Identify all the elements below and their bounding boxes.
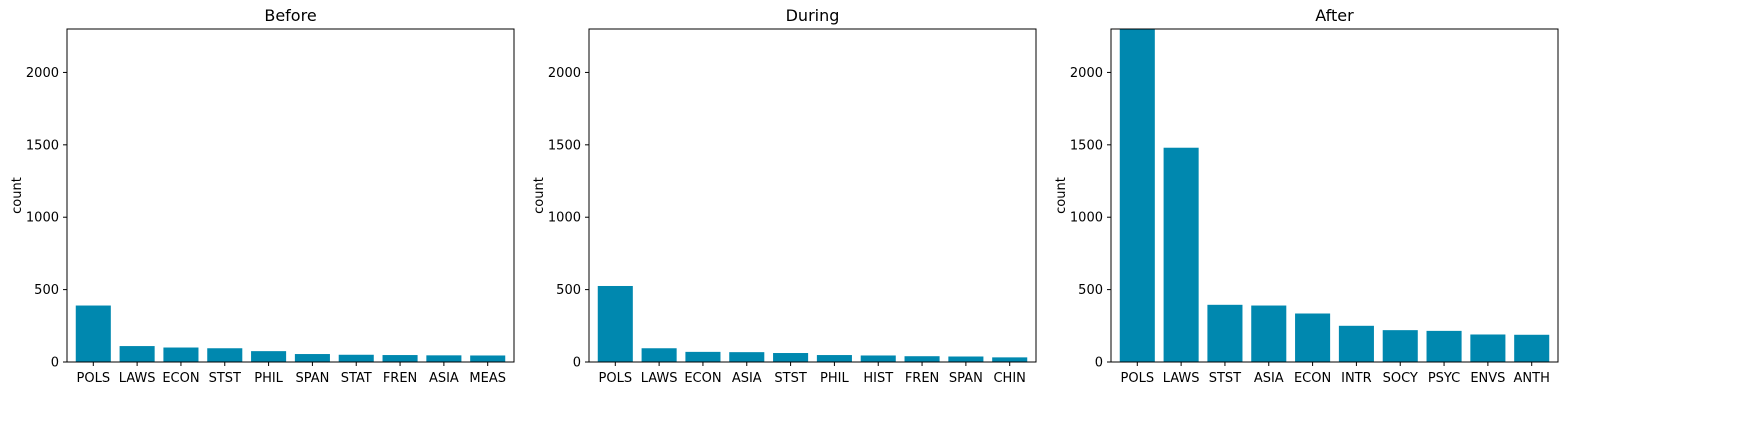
- bar-phil: [251, 351, 287, 362]
- x-tick-label: LAWS: [641, 371, 678, 386]
- bar-fren: [382, 355, 418, 362]
- chart-panel-before: POLS LAWS ECON STST PHIL SPAN STAT FREN ASIA MEAS…: [10, 6, 515, 386]
- chart-title: Before: [264, 6, 316, 25]
- bar-stst: [773, 353, 809, 362]
- y-tick-label: 2000: [548, 66, 581, 81]
- bar-stst: [1207, 304, 1243, 362]
- y-tick-label: 0: [573, 356, 581, 371]
- x-tick-label: LAWS: [1163, 371, 1200, 386]
- y-tick-label: 500: [1078, 283, 1103, 298]
- x-tick-label: INTR: [1341, 371, 1372, 386]
- x-tick-label: ASIA: [429, 371, 459, 386]
- x-tick-label: SPAN: [949, 371, 983, 386]
- bar-anth: [1514, 334, 1550, 362]
- chart-title: After: [1315, 6, 1354, 25]
- x-tick-label: STST: [209, 371, 241, 386]
- x-tick-label: HIST: [863, 371, 893, 386]
- x-tick-label: PHIL: [254, 371, 283, 386]
- x-tick-label: POLS: [1121, 371, 1155, 386]
- x-tick-label: LAWS: [119, 371, 156, 386]
- bar-asia: [1251, 305, 1287, 362]
- chart-panel-after: POLS LAWS STST ASIA ECON INTR SOCY PSYC ENVS ANTH…: [1054, 6, 1559, 386]
- x-tick-label: PHIL: [820, 371, 849, 386]
- bar-pols: [75, 305, 111, 362]
- x-tick-label: MEAS: [469, 371, 506, 386]
- bar-laws: [1163, 147, 1199, 362]
- x-tick-label: ENVS: [1470, 371, 1505, 386]
- y-tick-label: 1000: [1070, 211, 1103, 226]
- x-tick-label: PSYC: [1428, 371, 1460, 386]
- bar-laws: [119, 346, 155, 362]
- x-tick-label: ECON: [1294, 371, 1331, 386]
- bar-econ: [1295, 313, 1331, 362]
- y-tick-label: 1000: [548, 211, 581, 226]
- chart-title: During: [786, 6, 840, 25]
- bar-asia: [426, 355, 462, 362]
- x-tick-label: CHIN: [993, 371, 1025, 386]
- bar-stat: [338, 354, 374, 362]
- y-tick-label: 500: [556, 283, 581, 298]
- x-tick-label: FREN: [383, 371, 417, 386]
- plot-frame: [1110, 28, 1559, 363]
- bar-asia: [729, 352, 765, 362]
- y-axis-label: count: [10, 177, 25, 214]
- y-tick-label: 1000: [26, 211, 59, 226]
- x-tick-label: ASIA: [732, 371, 762, 386]
- bar-econ: [163, 347, 199, 362]
- y-tick-label: 1500: [1070, 138, 1103, 153]
- bar-chin: [992, 357, 1028, 362]
- x-tick-label: STST: [1209, 371, 1241, 386]
- bar-hist: [860, 355, 896, 362]
- x-tick-label: POLS: [599, 371, 633, 386]
- x-tick-label: STAT: [341, 371, 372, 386]
- bar-envs: [1470, 334, 1506, 362]
- chart-panel-during: POLS LAWS ECON ASIA STST PHIL HIST FREN SPAN CHIN…: [532, 6, 1037, 386]
- y-tick-label: 1500: [26, 138, 59, 153]
- bar-meas: [470, 355, 506, 362]
- bar-pols: [597, 285, 633, 362]
- bar-econ: [685, 351, 721, 362]
- x-tick-label: POLS: [77, 371, 111, 386]
- x-tick-label: ECON: [162, 371, 199, 386]
- plot-frame: [66, 28, 515, 363]
- bar-span: [294, 354, 330, 362]
- y-tick-label: 500: [34, 283, 59, 298]
- y-axis-label: count: [532, 177, 547, 214]
- x-tick-label: SOCY: [1383, 371, 1418, 386]
- bar-socy: [1382, 330, 1418, 362]
- x-tick-label: FREN: [905, 371, 939, 386]
- bar-phil: [816, 355, 852, 362]
- bar-pols: [1119, 29, 1155, 362]
- bar-laws: [641, 348, 677, 362]
- y-tick-label: 2000: [1070, 66, 1103, 81]
- y-tick-label: 2000: [26, 66, 59, 81]
- x-tick-label: ECON: [684, 371, 721, 386]
- bar-span: [948, 356, 984, 362]
- x-tick-label: ASIA: [1254, 371, 1284, 386]
- bar-stst: [207, 348, 243, 362]
- bar-fren: [904, 356, 940, 362]
- y-tick-label: 0: [51, 356, 59, 371]
- y-tick-label: 1500: [548, 138, 581, 153]
- x-tick-label: SPAN: [295, 371, 329, 386]
- plot-frame: [588, 28, 1037, 363]
- bar-intr: [1338, 325, 1374, 362]
- x-tick-label: ANTH: [1514, 371, 1550, 386]
- x-tick-label: STST: [774, 371, 806, 386]
- y-axis-label: count: [1054, 177, 1069, 214]
- y-tick-label: 0: [1095, 356, 1103, 371]
- bar-psyc: [1426, 330, 1462, 362]
